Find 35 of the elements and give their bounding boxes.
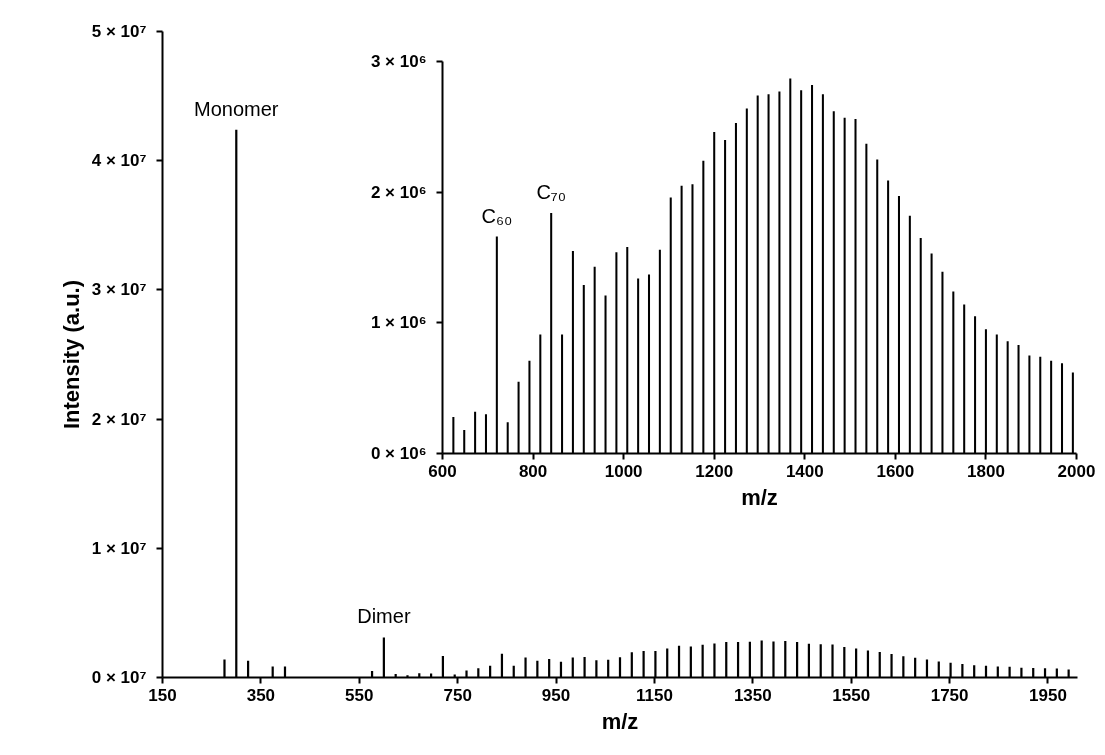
x-tick-label: 1800 [967, 461, 1005, 481]
x-tick-label: 1150 [636, 685, 673, 705]
x-tick-label: 1750 [930, 685, 969, 705]
x-tick-label: 750 [443, 685, 472, 705]
y-tick-label: 3 × 10⁶ [370, 52, 427, 71]
y-tick-label: 3 × 10⁷ [91, 280, 147, 300]
annotation: Dimer [357, 605, 411, 628]
annotation: C₇₀ [536, 181, 566, 204]
x-tick-label: 2000 [1057, 461, 1096, 481]
x-tick-label: 950 [541, 685, 571, 705]
y-tick-label: 5 × 10⁷ [91, 22, 147, 41]
y-tick-label: 1 × 10⁶ [370, 313, 427, 333]
x-tick-label: 350 [246, 685, 276, 705]
y-tick-label: 2 × 10⁶ [370, 182, 427, 202]
x-tick-label: 1350 [733, 685, 772, 705]
y-tick-label: 1 × 10⁷ [91, 538, 147, 558]
x-tick-label: 800 [518, 461, 548, 481]
x-tick-label: 150 [148, 685, 177, 705]
annotation: Monomer [194, 97, 279, 120]
x-tick-label: 550 [345, 685, 374, 705]
x-tick-label: 1400 [785, 461, 824, 481]
x-tick-label: 1000 [604, 461, 643, 481]
y-tick-label: 0 × 10⁷ [91, 668, 147, 687]
y-tick-label: 2 × 10⁷ [91, 409, 147, 429]
annotation: C₆₀ [481, 204, 513, 227]
x-tick-label: 1550 [832, 685, 871, 705]
x-tick-label: 1600 [876, 461, 915, 481]
x-axis-title: m/z [601, 708, 639, 734]
y-tick-label: 0 × 10⁶ [370, 444, 427, 463]
x-tick-label: 600 [428, 461, 457, 481]
y-tick-label: 4 × 10⁷ [91, 151, 147, 171]
x-axis-title: m/z [741, 484, 778, 510]
x-tick-label: 1950 [1029, 685, 1067, 705]
x-tick-label: 1200 [695, 461, 734, 481]
y-axis-title: Intensity (a.u.) [58, 279, 84, 430]
